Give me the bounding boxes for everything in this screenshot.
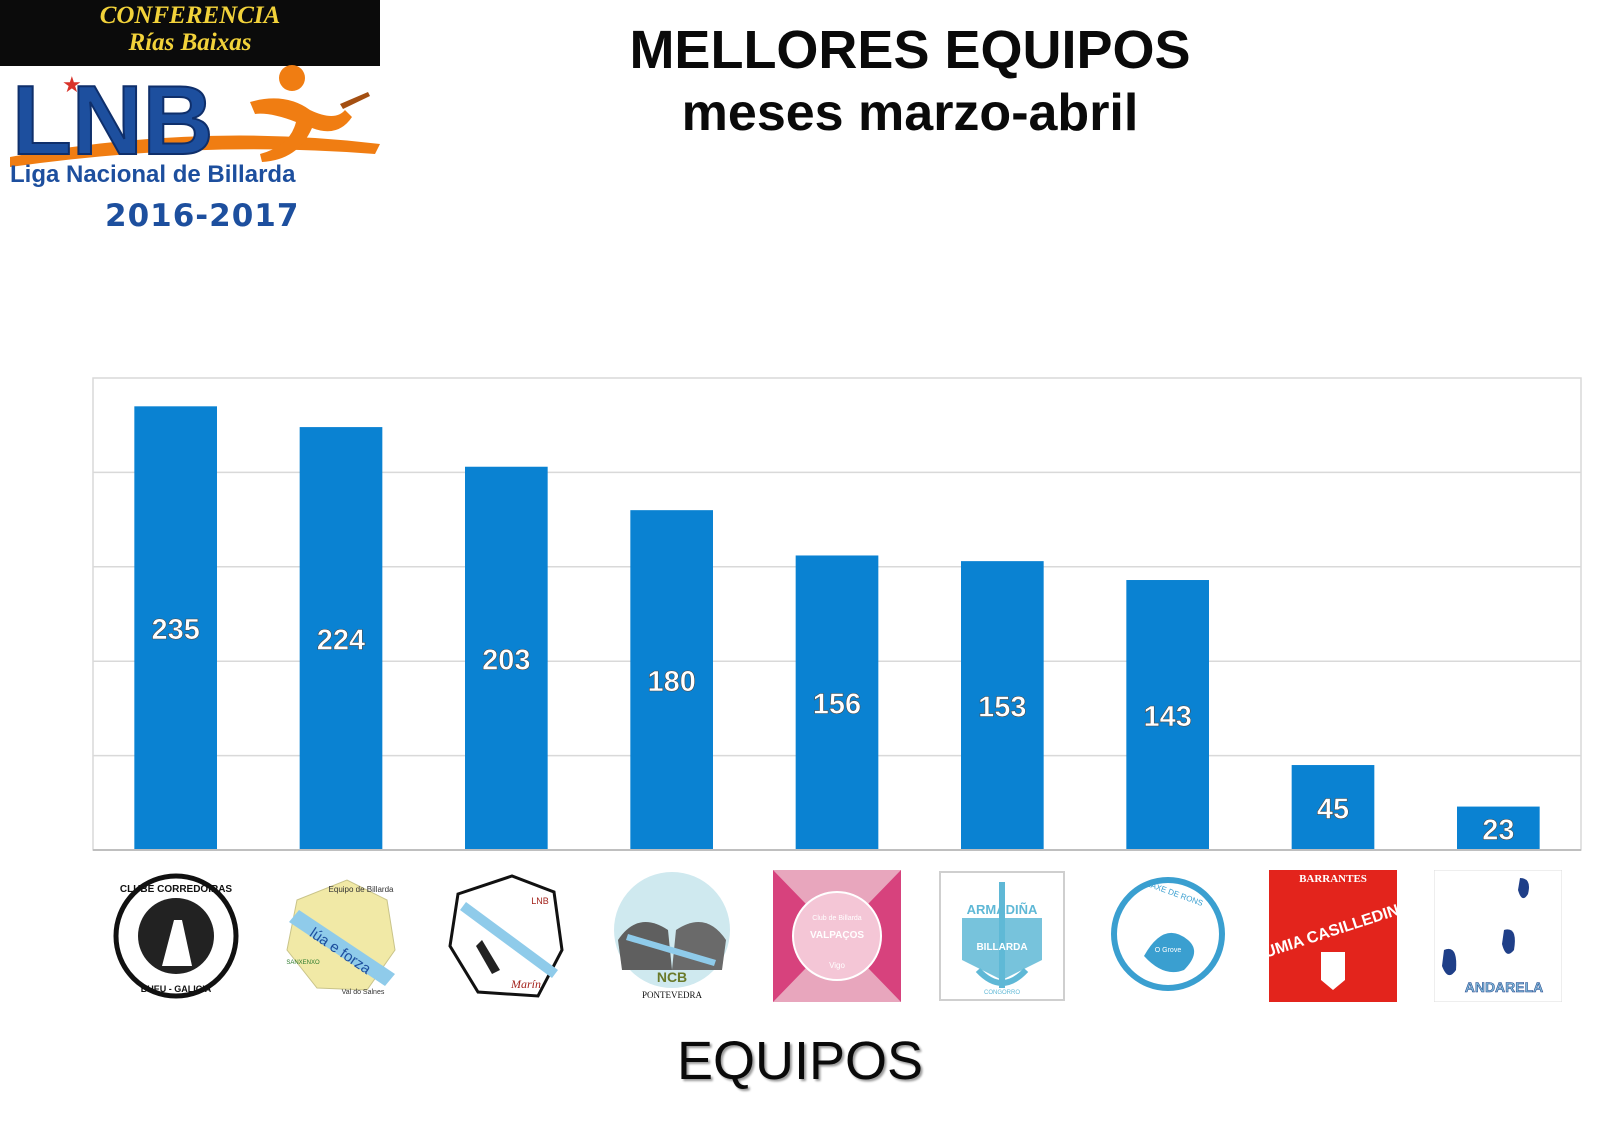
footprint-icon — [1442, 948, 1457, 976]
logo-seal — [792, 891, 882, 981]
conference-banner: CONFERENCIA Rías Baixas — [0, 0, 380, 66]
rhino-right-icon — [671, 922, 726, 970]
trunk-icon — [161, 920, 192, 966]
marin-team-logo: Marín LNB — [448, 874, 564, 998]
logo-text: BARRANTES — [1299, 873, 1367, 885]
logo-text: ANDARELA — [1465, 979, 1544, 995]
logo-text: LNB — [532, 896, 550, 906]
logo-text: Val do Salnes — [342, 989, 385, 996]
clube-corredoiras-logo: CLUBE CORREDOIRAS BUEU - GALICIA — [113, 873, 239, 999]
logo-text: Club de Billarda — [812, 915, 862, 922]
logo-text: CLUBE CORREDOIRAS — [120, 884, 233, 895]
laxe-shape-icon — [1143, 932, 1194, 973]
stripe-icon — [625, 934, 716, 966]
armadina-logo: ARMADIÑA BILLARDA CONGORRO — [939, 871, 1066, 1001]
logo-text: SANXENXO — [286, 960, 320, 966]
season-label: 2016-2017 — [105, 198, 300, 234]
logo-text: O Grove — [1154, 947, 1181, 954]
bar — [961, 561, 1044, 850]
andarela-logo: ANDARELA — [1434, 870, 1563, 1002]
figure-head-icon — [279, 65, 305, 91]
bar — [134, 406, 217, 850]
throwing-figure-icon — [250, 98, 352, 162]
rhino-left-icon — [617, 922, 672, 970]
logo-text: Vigo — [829, 961, 845, 970]
data-label: 143 — [1143, 701, 1191, 733]
chart-title-block: MELLORES EQUIPOS meses marzo-abril — [560, 18, 1260, 144]
data-label: 45 — [1317, 794, 1349, 826]
bar — [465, 466, 548, 850]
logo-text: BILLARDA — [977, 942, 1028, 953]
x-axis-label: EQUIPOS — [676, 1031, 924, 1091]
data-label: 203 — [482, 644, 530, 676]
valpacos-logo: Club de Billarda VALPAÇOS Vigo — [773, 870, 901, 1002]
stick-icon — [340, 92, 370, 109]
conference-line1: CONFERENCIA — [99, 2, 281, 29]
player-icon — [476, 940, 501, 974]
data-label: 153 — [978, 692, 1026, 724]
bar — [630, 510, 713, 850]
bar — [1291, 765, 1375, 850]
ncb-pontevedra-logo: NCB PONTEVEDRA — [613, 872, 730, 1000]
footprint-icon — [1518, 878, 1530, 899]
logo-text: NCB — [656, 969, 686, 985]
logo-text: VALPAÇOS — [810, 930, 864, 941]
stripe-icon — [289, 910, 395, 986]
chart-title: MELLORES EQUIPOS — [629, 20, 1191, 80]
league-name: Liga Nacional de Billarda — [10, 161, 296, 188]
logo-text: PONTEVEDRA — [642, 990, 702, 1000]
data-label: 224 — [317, 625, 365, 657]
data-label: 23 — [1482, 814, 1514, 846]
logo-bg — [1434, 870, 1563, 1002]
logo-text: CONGORRO — [984, 990, 1020, 996]
shield-icon — [962, 918, 1043, 980]
data-label: 156 — [813, 689, 861, 721]
bar — [1457, 806, 1540, 850]
bar — [1126, 580, 1209, 850]
data-label: 180 — [647, 666, 695, 698]
chart-subtitle: meses marzo-abril — [681, 84, 1139, 142]
conference-line2: Rías Baixas — [128, 29, 252, 56]
footprint-icon — [1502, 929, 1516, 954]
star-icon: ★ — [62, 72, 82, 97]
data-label: 235 — [151, 614, 199, 646]
logo-text: BUEU - GALICIA — [140, 984, 211, 994]
logo-text: Marín — [510, 977, 541, 991]
lnb-logo: LNB ★ Liga Nacional de Billarda — [10, 64, 380, 188]
logo-text: ARMADIÑA — [967, 902, 1038, 917]
bar — [795, 555, 879, 850]
stripe-icon — [460, 902, 559, 978]
logo-text: Equipo de Billarda — [329, 885, 394, 894]
castle-crest-icon — [1321, 952, 1345, 990]
logo-lnb-text: LNB — [12, 65, 213, 175]
bar — [299, 427, 383, 850]
